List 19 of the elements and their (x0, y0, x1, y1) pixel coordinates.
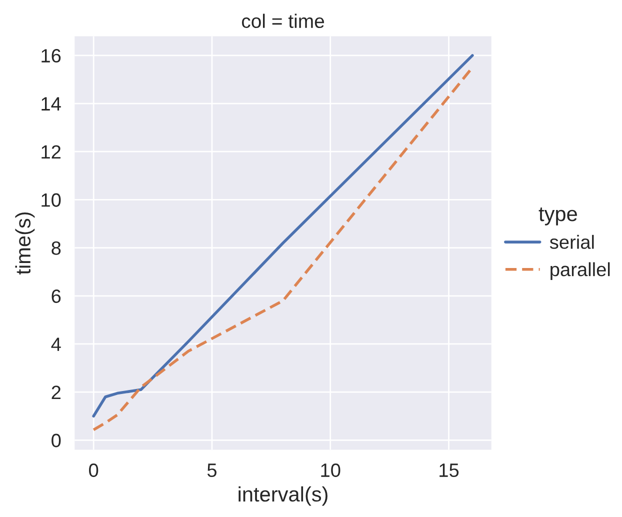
x-tick-label: 15 (440, 464, 459, 478)
y-tick-label: 4 (51, 338, 61, 351)
y-tick-label: 0 (52, 434, 61, 448)
y-tick-label: 6 (52, 289, 61, 303)
y-tick-label: 14 (42, 97, 61, 110)
y-tick-label: 2 (52, 386, 60, 399)
x-axis-title: interval(s) (238, 486, 328, 506)
legend-label: parallel (550, 262, 610, 280)
legend-label: serial (550, 234, 594, 249)
y-tick-label: 10 (42, 193, 61, 207)
x-tick-label: 10 (321, 463, 340, 478)
x-tick-label: 0 (89, 463, 98, 478)
x-tick-label: 5 (207, 464, 216, 478)
y-tick-label: 16 (42, 49, 61, 63)
y-tick-label: 8 (52, 241, 61, 255)
chart-title: col = time (242, 14, 324, 28)
legend-title: type (538, 208, 577, 226)
y-tick-label: 12 (42, 145, 60, 159)
y-axis-title: time(s) (15, 212, 35, 274)
